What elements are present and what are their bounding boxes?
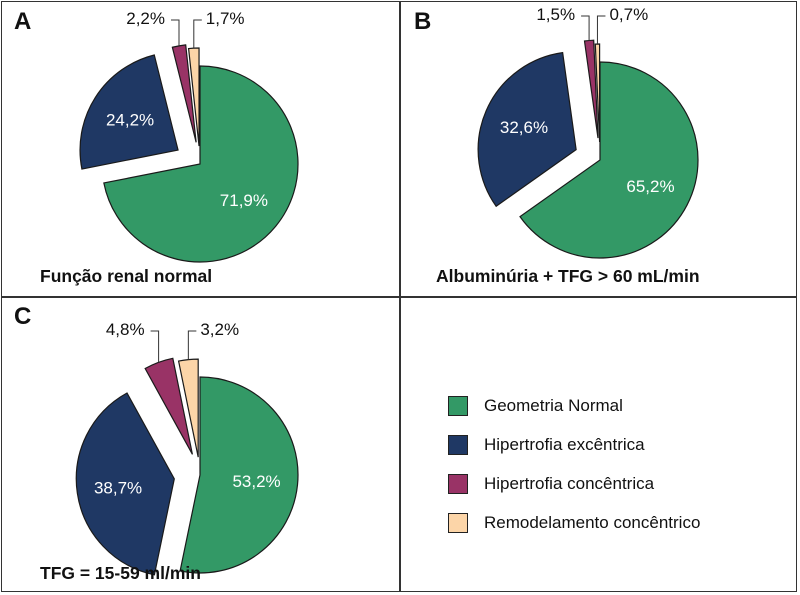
pie-chart-c: 53,2% 38,7% 4,8% 3,2% (75, 320, 299, 576)
pie-a-slice-remodelamento (187, 47, 200, 147)
legend-swatch (448, 512, 468, 533)
legend-item-hipertrofia-excentrica: Hipertrofia excêntrica (448, 425, 768, 464)
legend-label: Hipertrofia concêntrica (484, 473, 655, 493)
pie-a-slice-normal (103, 65, 299, 263)
panel-c-title: TFG = 15-59 ml/min (40, 563, 201, 583)
panel-b-letter: B (414, 8, 432, 35)
pie-c-slice-remodelamento (177, 358, 199, 458)
legend-item-hipertrofia-concentrica: Hipertrofia concêntrica (448, 464, 768, 503)
pie-b-label-remodelamento: 0,7% (609, 5, 648, 24)
panel-divider-horizontal (1, 296, 797, 298)
panel-a-letter: A (14, 8, 32, 35)
pie-a-label-remodelamento: 1,7% (206, 9, 245, 28)
pie-chart-a: 71,9% 24,2% 2,2% 1,7% (79, 9, 299, 263)
legend-label: Hipertrofia excêntrica (484, 434, 645, 454)
panel-c-letter: C (14, 303, 32, 330)
pie-b-slice-excentrica (477, 51, 577, 208)
pie-b-label-excentrica: 32,6% (500, 118, 548, 137)
pie-chart-b: 65,2% 32,6% 1,5% 0,7% (477, 5, 699, 259)
legend-item-remodelamento-concentrico: Remodelamento concêntrico (448, 503, 768, 542)
legend: Geometria Normal Hipertrofia excêntrica … (448, 386, 768, 542)
pie-a-label-normal: 71,9% (220, 191, 268, 210)
legend-item-geometria-normal: Geometria Normal (448, 386, 768, 425)
pie-b-leader-concentrica (581, 15, 590, 41)
pie-c-slice-normal (179, 376, 299, 574)
pie-a-leader-remodelamento (193, 19, 202, 49)
legend-swatch (448, 473, 468, 494)
pie-b-label-normal: 65,2% (626, 177, 674, 196)
pie-c-leader-concentrica (150, 330, 160, 363)
pie-b-slice-normal (519, 61, 699, 259)
pie-a-label-concentrica: 2,2% (126, 9, 165, 28)
pie-a-leader-concentrica (170, 19, 180, 46)
pie-c-label-excentrica: 38,7% (94, 478, 142, 497)
pie-b-slice-remodelamento (594, 43, 601, 143)
legend-label: Geometria Normal (484, 395, 623, 415)
panel-a-title: Função renal normal (40, 266, 213, 286)
legend-swatch (448, 395, 468, 416)
pie-c-slice-concentrica (144, 357, 193, 455)
pie-c-label-normal: 53,2% (232, 472, 280, 491)
pie-c-label-concentrica: 4,8% (106, 320, 145, 339)
pie-a-label-excentrica: 24,2% (106, 111, 154, 130)
legend-swatch (448, 434, 468, 455)
panel-b-title: Albuminúria + TFG > 60 mL/min (436, 266, 700, 286)
pie-a-slice-excentrica (79, 54, 179, 170)
pie-c-leader-remodelamento (187, 330, 197, 360)
pie-c-slice-excentrica (75, 392, 175, 576)
pie-b-label-concentrica: 1,5% (536, 5, 575, 24)
pie-c-label-remodelamento: 3,2% (200, 320, 239, 339)
pie-b-leader-remodelamento (596, 15, 606, 45)
legend-label: Remodelamento concêntrico (484, 512, 701, 532)
